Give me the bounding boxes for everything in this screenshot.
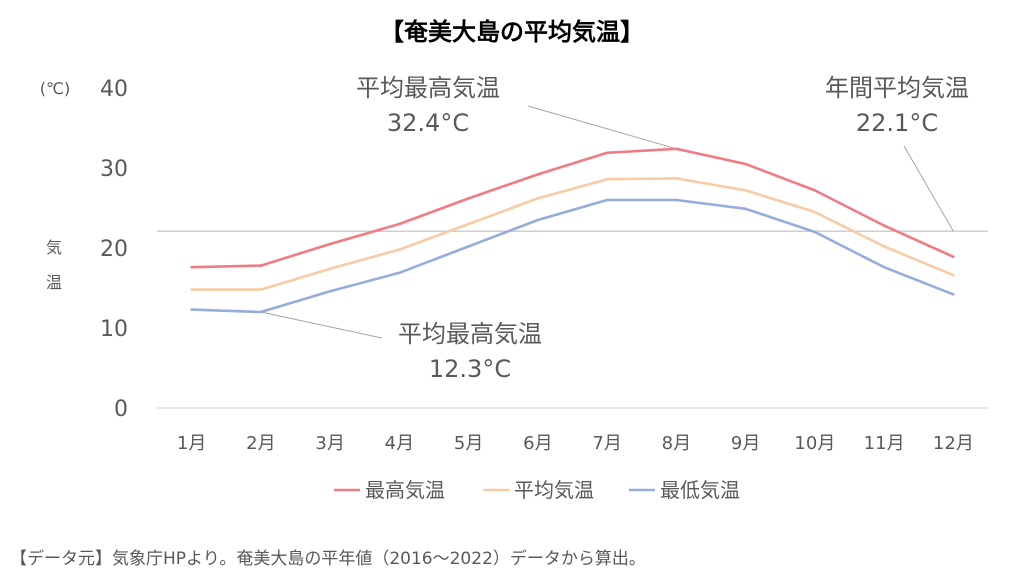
data-point (259, 264, 263, 267)
data-point (328, 242, 332, 246)
series-line-3 (191, 198, 954, 314)
x-tick-label: 3月 (315, 433, 344, 454)
data-point (952, 293, 955, 296)
data-point (398, 271, 401, 275)
data-point (328, 289, 332, 293)
data-point (882, 224, 886, 227)
data-point (813, 210, 817, 214)
legend-label: 平均気温 (514, 478, 594, 502)
x-tick-label: 8月 (662, 433, 691, 454)
x-tick-label: 5月 (454, 433, 483, 454)
y-unit-label: (℃) (40, 79, 70, 98)
annotation-value: 22.1°C (856, 109, 938, 137)
chart: 【奄美大島の平均気温】 (℃) 気 温 0 10 20 30 40 1月 2月 3月 4月 5月… (40, 18, 988, 502)
data-point (398, 248, 401, 251)
x-tick-label: 6月 (523, 433, 552, 454)
annotation-value: 12.3°C (429, 355, 511, 383)
data-point (467, 245, 470, 248)
y-tick-label: 10 (100, 317, 128, 342)
data-point (467, 197, 470, 200)
y-axis-label-1: 気 (46, 238, 62, 257)
y-tick-label: 0 (114, 397, 128, 422)
y-tick-label: 30 (100, 157, 128, 182)
data-point (744, 162, 747, 166)
data-point (675, 177, 678, 180)
data-point (190, 288, 193, 291)
data-point (328, 267, 332, 271)
data-point (536, 173, 540, 176)
x-tick-label: 9月 (731, 433, 760, 454)
data-point (675, 198, 678, 202)
data-point (536, 197, 540, 200)
x-tick-label: 2月 (246, 433, 275, 454)
annotation-leader-line (903, 145, 954, 232)
annotation-label: 年間平均気温 (825, 74, 969, 102)
annotation-leader-line (260, 311, 383, 339)
y-tick-label: 40 (100, 77, 128, 102)
legend-label: 最低気温 (660, 478, 740, 502)
data-point (398, 222, 401, 226)
data-point (882, 265, 886, 269)
data-point (605, 151, 609, 155)
x-tick-label: 10月 (794, 433, 835, 454)
x-tick-label: 4月 (385, 433, 414, 454)
x-tick-label: 7月 (592, 433, 621, 454)
y-tick-label: 20 (100, 237, 128, 262)
data-point (952, 255, 955, 259)
data-point (605, 177, 609, 181)
data-point (190, 308, 193, 311)
source-note: 【データ元】気象庁HPより。奄美大島の平年値（2016〜2022）データから算出… (10, 549, 646, 569)
legend-label: 最高気温 (365, 478, 445, 502)
data-point (813, 230, 817, 234)
annotation-label: 平均最高気温 (398, 320, 542, 348)
series-line-1 (191, 147, 954, 269)
data-point (605, 198, 609, 202)
chart-title: 【奄美大島の平均気温】 (380, 18, 644, 46)
annotation-leader-line (527, 105, 677, 150)
x-tick-label: 11月 (864, 433, 905, 454)
data-point (744, 189, 747, 192)
data-point (952, 273, 955, 277)
y-axis-label-2: 温 (46, 273, 62, 292)
data-point (813, 189, 817, 192)
data-point (259, 288, 263, 291)
annotation-label: 平均最高気温 (356, 74, 500, 102)
data-point (882, 245, 886, 248)
x-tick-label: 12月 (933, 433, 974, 454)
data-point (744, 207, 747, 211)
series-line-2 (191, 177, 954, 291)
annotation-value: 32.4°C (387, 109, 469, 137)
x-tick-label: 1月 (177, 433, 206, 454)
data-point (536, 218, 540, 222)
data-point (467, 222, 470, 226)
data-point (190, 265, 193, 269)
